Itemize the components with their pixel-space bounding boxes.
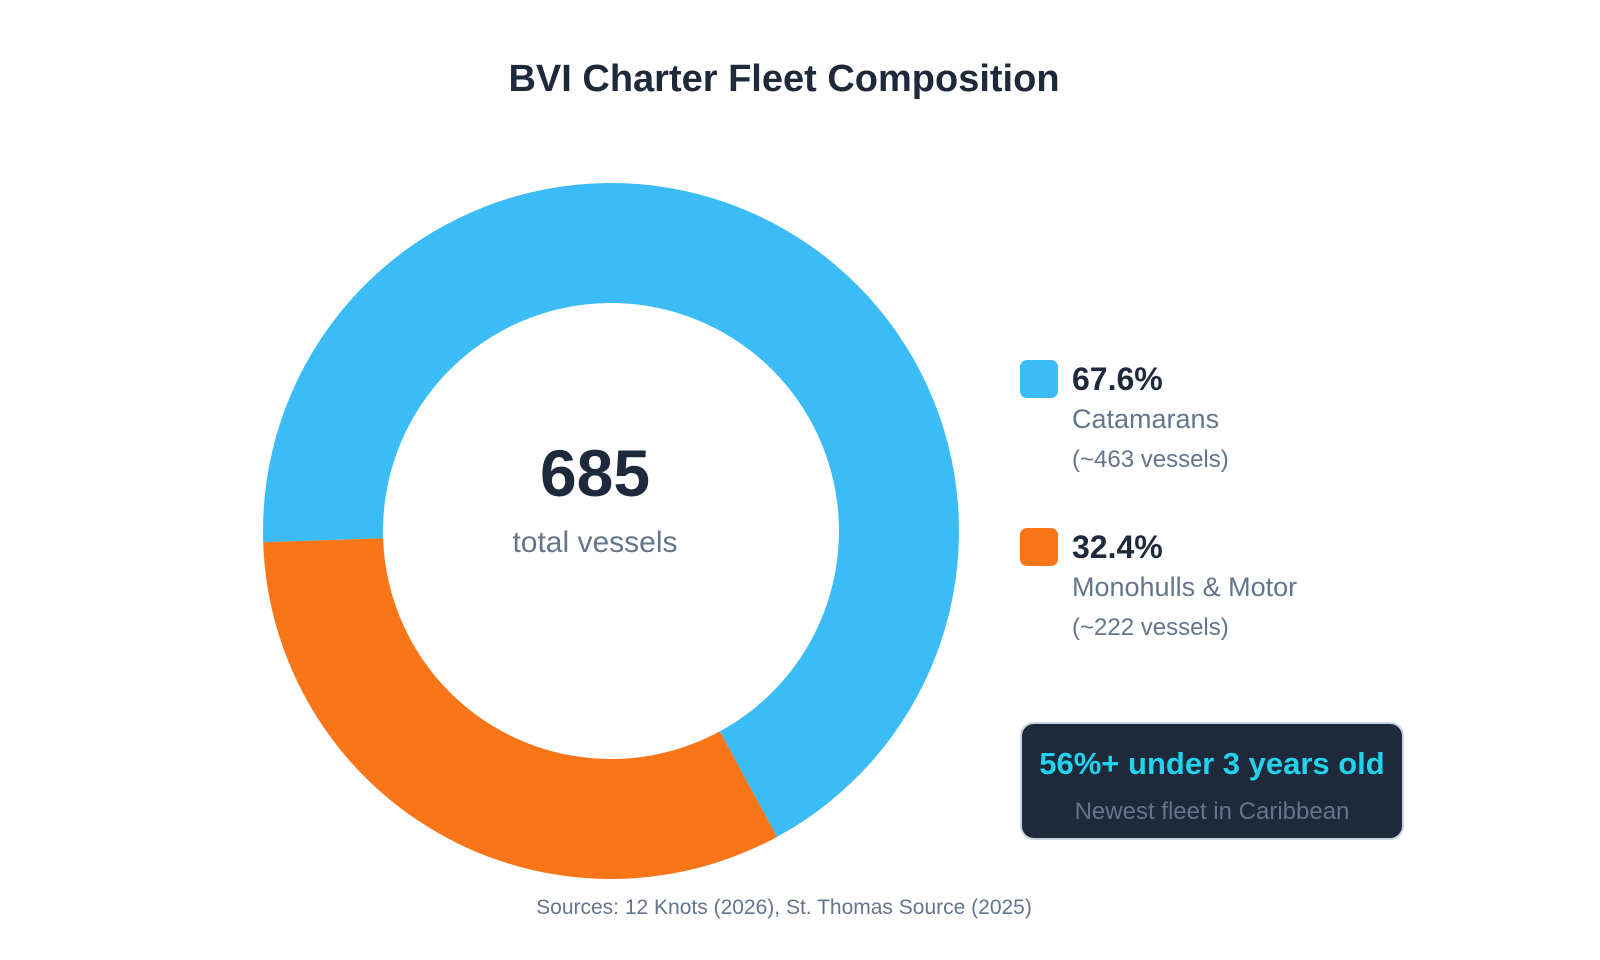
- legend-percent-monohulls-motor: 32.4%: [1072, 529, 1163, 565]
- sources-footnote: Sources: 12 Knots (2026), St. Thomas Sou…: [536, 896, 1032, 919]
- callout-headline: 56%+ under 3 years old: [1039, 746, 1385, 781]
- fleet-age-callout: 56%+ under 3 years old Newest fleet in C…: [1020, 722, 1404, 840]
- legend-swatch-catamarans: [1020, 360, 1058, 398]
- legend-label-monohulls-motor: Monohulls & Motor: [1072, 572, 1298, 602]
- callout-subtext: Newest fleet in Caribbean: [1074, 798, 1350, 825]
- legend-count-catamarans: (~463 vessels): [1072, 446, 1229, 473]
- donut-slice-catamarans: [262, 183, 959, 837]
- donut-slice-monohulls-motor: [263, 538, 778, 879]
- legend-percent-catamarans: 67.6%: [1072, 361, 1163, 397]
- center-total-value: 685: [539, 436, 651, 510]
- legend-count-monohulls-motor: (~222 vessels): [1072, 614, 1229, 641]
- legend-swatch-monohulls-motor: [1020, 528, 1058, 566]
- center-total-label: total vessels: [512, 526, 678, 559]
- chart-title: BVI Charter Fleet Composition: [508, 58, 1060, 100]
- legend-label-catamarans: Catamarans: [1072, 404, 1220, 434]
